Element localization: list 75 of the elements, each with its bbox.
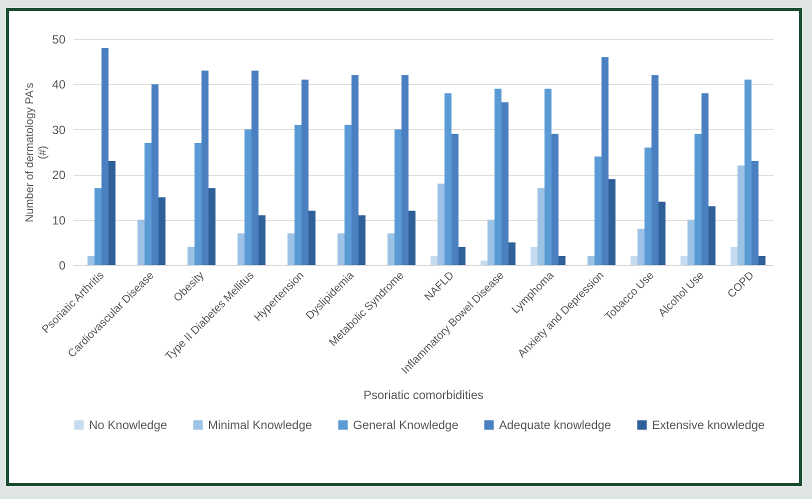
bar (744, 80, 752, 265)
bar (702, 93, 708, 265)
bar (158, 197, 166, 265)
bar (88, 256, 94, 265)
bar (652, 75, 658, 265)
y-tick-label: 20 (52, 168, 66, 182)
legend-label: Minimal Knowledge (208, 418, 312, 432)
bar (438, 184, 444, 265)
y-tick-label: 30 (52, 122, 66, 137)
bar (608, 179, 616, 265)
y-tick-label: 0 (58, 258, 66, 272)
bar (680, 256, 688, 265)
bar (352, 75, 358, 265)
y-tick-label: 50 (52, 32, 66, 46)
bar (252, 70, 258, 265)
bar (302, 80, 308, 265)
bar (402, 75, 408, 265)
bar (138, 220, 144, 265)
bar (208, 188, 216, 265)
bar (444, 93, 452, 265)
bar (730, 246, 738, 265)
bar (144, 142, 152, 265)
bar (244, 129, 252, 265)
bar (294, 124, 302, 265)
bar (694, 134, 702, 265)
bar (308, 210, 316, 265)
bar (102, 48, 108, 265)
bar (530, 246, 538, 265)
bar (594, 156, 602, 265)
bar (238, 233, 244, 265)
bar (202, 70, 208, 265)
bar (552, 134, 558, 265)
bar (558, 256, 566, 265)
bar (358, 215, 366, 265)
bar (638, 228, 644, 265)
legend-label: General Knowledge (353, 418, 459, 432)
bar (644, 147, 652, 265)
bar (408, 210, 416, 265)
bar (488, 220, 494, 265)
bar (394, 129, 402, 265)
bar (458, 246, 466, 265)
bar (108, 161, 116, 265)
bar (430, 256, 438, 265)
bar (502, 102, 508, 265)
bar (630, 256, 638, 265)
bar (388, 233, 394, 265)
bar (538, 188, 544, 265)
y-tick-label: 40 (52, 78, 66, 92)
y-tick-label: 10 (52, 213, 66, 228)
bar (452, 134, 458, 265)
bar (602, 57, 608, 265)
bar (758, 256, 766, 265)
legend-label: Extensive knowledge (652, 418, 766, 432)
bar (658, 202, 666, 265)
bar (544, 88, 552, 265)
legend-label: No Knowledge (89, 418, 168, 432)
bar (344, 124, 352, 265)
x-axis-title: Psoriatic comorbidities (363, 388, 484, 402)
bar (188, 246, 194, 265)
legend-label: Adequate knowledge (499, 418, 612, 432)
bar (194, 142, 202, 265)
bar (338, 233, 344, 265)
y-axis-title: Number of dermatology PA's (#) (24, 82, 50, 222)
bar (752, 161, 758, 265)
bar (508, 242, 516, 265)
bar (588, 256, 594, 265)
bar (258, 215, 266, 265)
bar (480, 260, 488, 265)
bar (738, 166, 744, 265)
bar (708, 206, 716, 265)
bar (688, 220, 694, 265)
bar (288, 233, 294, 265)
bar (94, 188, 102, 265)
bar (494, 88, 502, 265)
bar (152, 84, 158, 265)
